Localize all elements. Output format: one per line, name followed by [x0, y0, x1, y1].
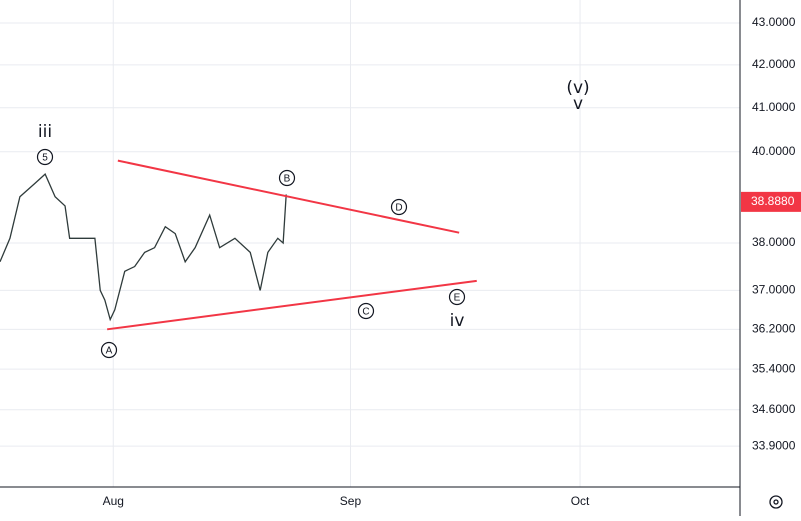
y-tick-label: 33.9000: [752, 438, 796, 452]
trend-line: [107, 279, 477, 331]
wave-label: (v): [566, 78, 589, 98]
wave-circle: [100, 341, 118, 359]
y-tick-label: 36.2000: [752, 321, 796, 335]
last-price-box: [741, 191, 801, 212]
wave-circle: [448, 288, 466, 306]
wave-label: iv: [450, 311, 465, 331]
x-tick-label: Oct: [571, 494, 590, 508]
y-tick-label: 37.0000: [752, 283, 796, 297]
wave-circle: [36, 148, 54, 166]
wave-label: 5: [42, 153, 48, 164]
settings-icon[interactable]: [769, 495, 783, 509]
price-line: [0, 172, 287, 322]
grid: [0, 0, 740, 487]
wave-circle: [390, 198, 408, 216]
wave-label: E: [454, 293, 461, 304]
y-tick-label: 34.6000: [752, 402, 796, 416]
y-tick-label: 43.0000: [752, 15, 796, 29]
wave-label: iii: [38, 122, 52, 142]
wave-label: C: [362, 307, 369, 318]
wave-label: v: [573, 94, 583, 114]
y-tick-label: 42.0000: [752, 57, 796, 71]
y-tick-label: 40.0000: [752, 144, 796, 158]
settings-gear[interactable]: [769, 495, 783, 509]
x-tick-label: Aug: [103, 494, 124, 508]
wave-label: D: [395, 203, 402, 214]
y-tick-label: 38.0000: [752, 235, 796, 249]
trend-line: [117, 159, 460, 234]
wave-label: B: [284, 174, 291, 185]
y-tick-label: 35.4000: [752, 361, 796, 375]
wave-label: A: [106, 346, 113, 357]
last-price-label: 38.8880: [751, 194, 795, 208]
x-tick-label: Sep: [340, 494, 362, 508]
settings-core[interactable]: [773, 499, 779, 505]
y-tick-label: 41.0000: [752, 100, 796, 114]
wave-circle: [357, 302, 375, 320]
wave-circle: [278, 169, 296, 187]
